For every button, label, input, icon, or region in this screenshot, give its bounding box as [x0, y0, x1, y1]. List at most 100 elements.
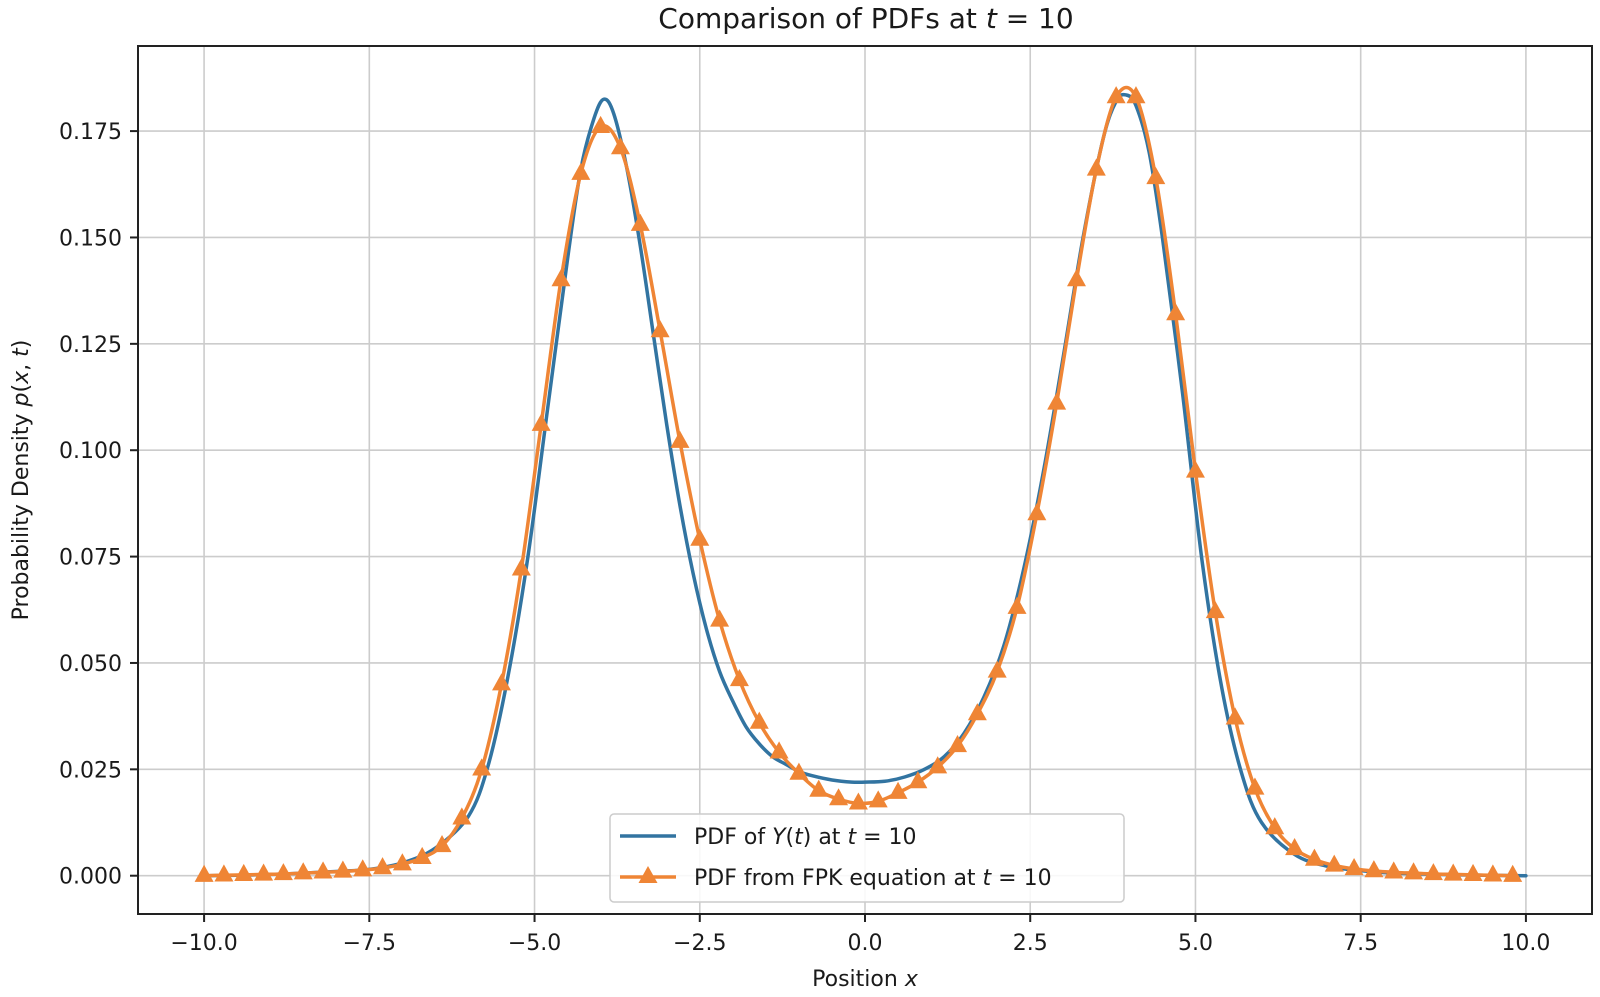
legend-box: [609, 813, 1125, 903]
series-2-point: [1265, 817, 1285, 835]
series-2-point: [1304, 848, 1324, 866]
series-2-point: [630, 213, 650, 231]
series-2-point: [928, 756, 948, 774]
series-2-point: [1483, 864, 1503, 882]
series-2-point: [472, 758, 492, 776]
series-2-point: [1027, 503, 1047, 521]
series-2-point: [1324, 854, 1344, 872]
x-tick-label: −2.5: [673, 931, 726, 956]
x-tick-label: 7.5: [1343, 931, 1378, 956]
x-axis-ticks: −10.0 −7.5 −5.0 −2.5 0.0 2.5 5.0 7.5 10.0: [170, 914, 1550, 956]
x-tick-label: 10.0: [1501, 931, 1550, 956]
series-2-point: [551, 269, 571, 287]
y-axis-ticks: 0.000 0.025 0.050 0.075 0.100 0.125 0.150 0.175: [59, 120, 138, 890]
series-2-point: [1423, 863, 1443, 881]
series-2-point: [1503, 864, 1523, 882]
x-tick-label: 0.0: [848, 931, 883, 956]
series-2-point: [571, 162, 591, 180]
legend-label-series-2: PDF from FPK equation at t = 10: [694, 866, 1052, 891]
series-2-point: [313, 861, 333, 879]
y-tick-label: 0.025: [59, 758, 122, 783]
series-2-point: [373, 857, 393, 875]
series-2-point: [690, 528, 710, 546]
series-2-point: [1384, 861, 1404, 879]
series-2-point: [353, 859, 373, 877]
series-2-point: [1404, 862, 1424, 880]
series-2-point: [1106, 86, 1126, 104]
legend-marker-triangle: [638, 866, 658, 883]
series-2-point: [1066, 269, 1086, 287]
series-2-point: [987, 660, 1007, 678]
series-2-point: [1205, 600, 1225, 619]
y-tick-label: 0.125: [59, 333, 122, 358]
series-2-point: [1245, 777, 1265, 795]
x-tick-label: −5.0: [508, 931, 561, 956]
series-2-point: [432, 834, 452, 853]
series-2-point: [1126, 86, 1146, 104]
y-tick-label: 0.075: [59, 546, 122, 571]
series-2-point: [908, 771, 928, 789]
x-tick-label: −10.0: [170, 931, 237, 956]
series-2-point: [749, 711, 769, 729]
series-2-point: [1285, 837, 1305, 856]
series-2-point: [729, 669, 749, 687]
series-2-point: [214, 864, 234, 882]
series-2-point: [452, 807, 472, 825]
series-2-point: [1443, 863, 1463, 881]
chart-title: Comparison of PDFs at t = 10: [658, 2, 1073, 35]
series-2-point: [967, 703, 987, 721]
series-2-point: [1166, 303, 1186, 321]
series-2-point: [1047, 392, 1067, 410]
series-2-point: [1007, 596, 1027, 614]
series-2: [194, 85, 1523, 882]
series-2-point: [293, 862, 313, 880]
series-2-point: [809, 779, 829, 797]
series-2-point: [848, 792, 868, 810]
x-tick-label: 5.0: [1178, 931, 1213, 956]
series-2-point: [1344, 857, 1364, 876]
y-tick-label: 0.000: [59, 865, 122, 890]
series-2-point: [492, 673, 511, 691]
series-2-point: [234, 863, 254, 882]
x-tick-label: 2.5: [1013, 931, 1048, 956]
series-2-point: [1463, 863, 1483, 882]
series-2-point: [670, 430, 690, 448]
series-2-point: [1086, 158, 1106, 176]
series-2-point: [511, 558, 531, 576]
series-layer: [194, 85, 1528, 882]
series-2-point: [412, 846, 432, 865]
legend-label-series-1: PDF of Y(t) at t = 10: [694, 825, 917, 850]
series-2-point: [868, 790, 888, 808]
series-2-point: [333, 860, 353, 878]
series-2-point: [888, 781, 908, 799]
x-axis-label: Position x: [812, 967, 919, 992]
y-tick-label: 0.150: [59, 226, 122, 251]
x-tick-label: −7.5: [343, 931, 396, 956]
series-2-point: [1185, 460, 1205, 478]
series-2-point: [1225, 707, 1245, 725]
y-tick-label: 0.175: [59, 120, 122, 145]
y-tick-label: 0.050: [59, 652, 122, 677]
series-2-point: [948, 735, 968, 753]
series-2-point: [769, 741, 789, 759]
series-2-point: [392, 853, 412, 871]
series-2-point: [1364, 860, 1384, 878]
series-2-point: [273, 863, 293, 881]
series-2-point: [194, 864, 214, 882]
series-2-point: [254, 863, 274, 881]
series-2-point: [531, 413, 551, 431]
y-tick-label: 0.100: [59, 439, 122, 464]
series-2-point: [650, 320, 670, 338]
legend: PDF of Y(t) at t = 10 PDF from FPK equat…: [609, 813, 1125, 903]
series-2-point: [710, 609, 730, 627]
series-2-point: [610, 137, 630, 155]
series-2-point: [829, 788, 849, 806]
grid: [138, 46, 1592, 914]
series-2-point: [789, 762, 809, 780]
series-1-line: [202, 92, 1528, 878]
series-1: [202, 92, 1528, 878]
y-axis-label: Probability Density p(x, t): [9, 340, 34, 621]
series-2-point: [1146, 166, 1166, 185]
series-2-line: [202, 85, 1515, 878]
